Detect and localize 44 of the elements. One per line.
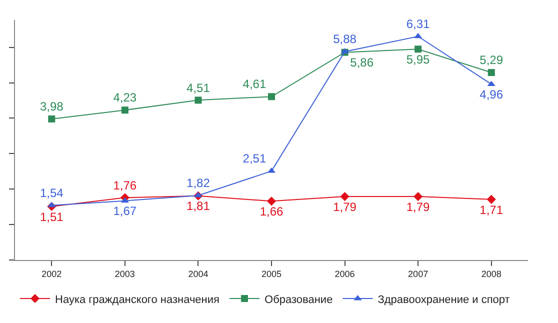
legend-label: Наука гражданского назначения: [55, 294, 220, 306]
point: [414, 192, 423, 202]
data-label: 4,61: [242, 77, 266, 92]
data-label: 1,51: [40, 210, 64, 224]
data-label: 1,54: [40, 186, 64, 200]
point: [121, 106, 128, 114]
data-label: 3,98: [40, 100, 64, 114]
data-label: 1,71: [480, 202, 504, 217]
data-label: 1,81: [186, 199, 210, 214]
point: [414, 32, 422, 38]
point: [488, 69, 495, 76]
legend-label: Здравоохранение и спорт: [378, 294, 510, 306]
point: [268, 93, 275, 100]
x-tick-label: 2006: [334, 268, 355, 279]
data-label: 1,67: [113, 204, 137, 218]
data-label: 1,79: [406, 200, 430, 214]
point: [48, 202, 56, 208]
legend-label: Образование: [264, 294, 333, 306]
data-label: 5,29: [480, 53, 504, 68]
data-label: 5,86: [350, 56, 374, 70]
x-tick-label: 2004: [188, 268, 208, 279]
data-label: 5,95: [406, 52, 430, 67]
data-label: 1,66: [260, 204, 284, 219]
x-tick-label: 2003: [114, 268, 135, 279]
data-label: 2,51: [242, 152, 266, 166]
data-label: 4,96: [480, 88, 504, 102]
data-label: 1,82: [186, 176, 210, 190]
point: [48, 115, 56, 122]
x-tick-label: 2007: [408, 268, 428, 279]
x-tick-label: 2002: [42, 268, 62, 279]
data-label: 1,76: [113, 178, 137, 192]
point: [486, 194, 496, 204]
data-label: 6,31: [406, 17, 430, 32]
point: [120, 197, 129, 203]
x-tick-label: 2008: [481, 268, 502, 279]
point: [414, 46, 422, 53]
point: [194, 96, 202, 104]
point: [340, 192, 350, 202]
data-label: 4,23: [113, 90, 137, 105]
point: [266, 196, 276, 206]
data-label: 5,88: [333, 32, 357, 46]
x-tick-label: 2005: [261, 268, 282, 279]
data-label: 1,79: [333, 200, 357, 214]
data-label: 4,51: [186, 80, 210, 95]
